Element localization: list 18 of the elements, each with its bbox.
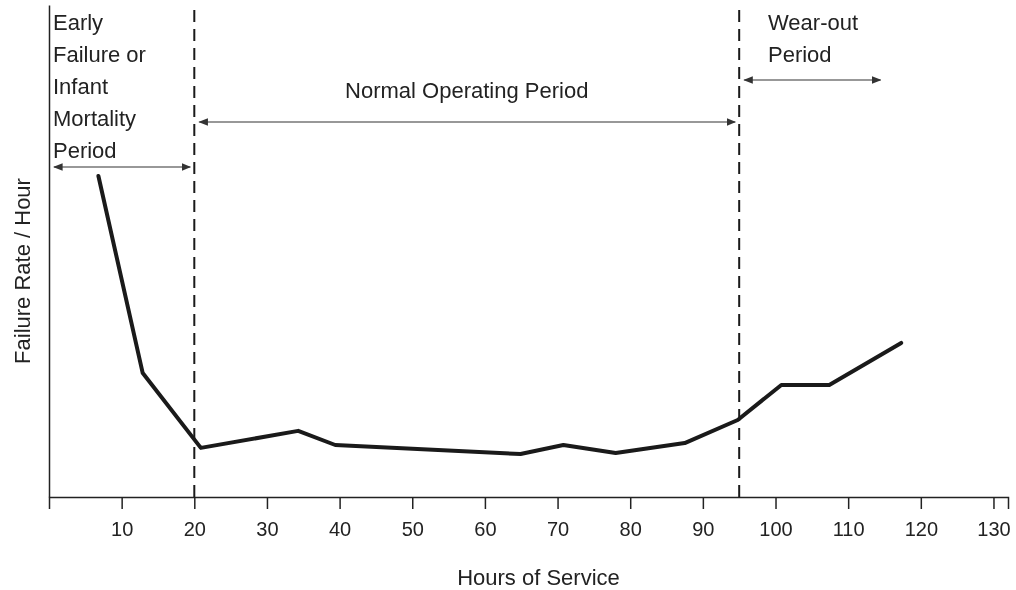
x-tick-label: 50: [401, 518, 424, 540]
x-tick-label: 110: [832, 518, 865, 540]
y-axis-title: Failure Rate / Hour: [10, 178, 35, 364]
x-tick-label: 20: [183, 518, 206, 540]
x-tick-label: 10: [111, 518, 134, 540]
x-axis-title: Hours of Service: [457, 565, 620, 590]
text: Early Failure or Infant Mortality Period: [53, 10, 146, 163]
x-tick-label: 30: [256, 518, 279, 540]
x-tick-label: 90: [692, 518, 715, 540]
x-tick-label: 40: [328, 518, 352, 540]
text: Wear-out Period: [768, 10, 859, 67]
x-tick-label: 130: [977, 518, 1011, 540]
x-tick-label: 100: [759, 518, 793, 540]
text: Normal Operating Period: [345, 78, 589, 103]
x-tick-label: 120: [904, 518, 939, 540]
x-tick-label: 60: [474, 518, 497, 540]
x-tick-label: 80: [619, 518, 642, 540]
x-tick-label: 70: [546, 518, 570, 540]
